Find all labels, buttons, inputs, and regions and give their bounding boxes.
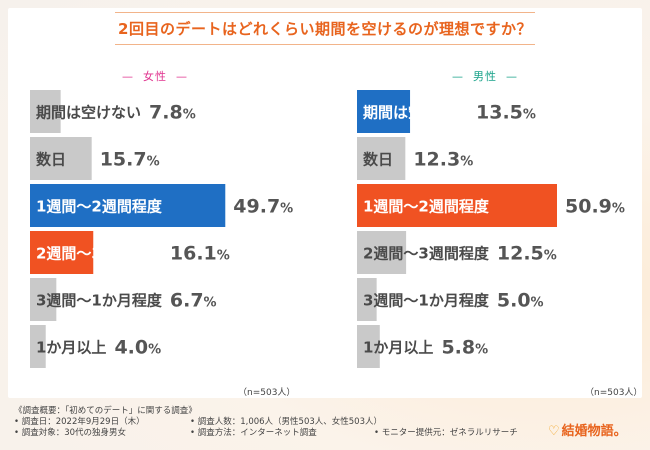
male-category-label-4: 3週間〜1か月程度: [363, 292, 490, 310]
male-bar-5: [357, 325, 380, 368]
female-dash-right: —: [176, 70, 188, 83]
female-bar-2: [30, 184, 226, 227]
male-bar-0: [357, 90, 411, 133]
male-value-label-3: 12.5%: [497, 243, 557, 265]
footer-method: • 調査方法：インターネット調査: [190, 428, 317, 438]
female-label: 女性: [143, 70, 167, 83]
female-bar-5: [30, 325, 46, 368]
female-category-label-5: 1か月以上: [36, 339, 106, 357]
brand-name: 結婚物語。: [561, 424, 627, 439]
male-group-label: — 男性 —: [452, 68, 518, 84]
male-value-label-1: 12.3%: [413, 149, 473, 171]
male-category-label-2: 1週間〜2週間程度: [363, 198, 490, 216]
female-group-label: — 女性 —: [122, 68, 188, 84]
female-category-label-0: 期間は空けない: [36, 104, 141, 122]
male-sample-note: （n=503人）: [585, 388, 643, 398]
female-bar-0: [30, 90, 61, 133]
male-dash-right: —: [506, 70, 518, 83]
female-category-label-1: 数日: [36, 151, 66, 169]
female-sample-note: （n=503人）: [238, 388, 296, 398]
female-bar-1: [30, 137, 92, 180]
brand-logo: ♡ 結婚物語。: [548, 420, 627, 439]
female-value-label-4: 6.7%: [170, 290, 217, 312]
footer-target: • 調査対象：30代の独身男女: [14, 428, 127, 438]
title-rule-top: [115, 12, 535, 13]
female-bar-3: [30, 231, 94, 274]
title-rule-bottom: [115, 44, 535, 45]
male-category-label-1: 数日: [363, 151, 393, 169]
male-dash-left: —: [452, 70, 464, 83]
male-value-label-4: 5.0%: [497, 290, 544, 312]
male-bar-4: [357, 278, 377, 321]
female-value-label-2: 49.7%: [233, 196, 293, 218]
female-value-label-3: 16.1%: [170, 243, 230, 265]
footer-date: • 調査日：2022年9月29日（木）: [14, 417, 145, 427]
female-value-label-0: 7.8%: [149, 102, 196, 124]
male-category-label-3: 2週間〜3週間程度: [363, 245, 490, 263]
footer-monitor: • モニター提供元：ゼネラルリサーチ: [374, 428, 518, 438]
heart-icon: ♡: [548, 424, 560, 439]
male-value-label-5: 5.8%: [441, 337, 488, 359]
male-category-label-0: 期間は空けない: [363, 104, 468, 122]
female-category-label-3: 2週間〜3週間程度: [36, 245, 163, 263]
female-value-label-1: 15.7%: [100, 149, 160, 171]
male-bar-2: [357, 184, 557, 227]
male-value-label-2: 50.9%: [565, 196, 625, 218]
female-category-label-4: 3週間〜1か月程度: [36, 292, 163, 310]
male-category-label-5: 1か月以上: [363, 339, 433, 357]
chart-title: 2回目のデートはどれくらい期間を空けるのが理想ですか？: [118, 20, 532, 38]
male-value-label-0: 13.5%: [476, 102, 536, 124]
female-value-label-5: 4.0%: [114, 337, 161, 359]
footer-heading: 《調査概要：「初めてのデート」に関する調査》: [14, 406, 197, 416]
female-bar-4: [30, 278, 57, 321]
female-category-label-2: 1週間〜2週間程度: [36, 198, 163, 216]
male-bar-1: [357, 137, 406, 180]
male-label: 男性: [473, 70, 497, 83]
male-bar-3: [357, 231, 407, 274]
female-dash-left: —: [122, 70, 134, 83]
footer-count: • 調査人数：1,006人（男性503人、女性503人）: [190, 417, 382, 427]
